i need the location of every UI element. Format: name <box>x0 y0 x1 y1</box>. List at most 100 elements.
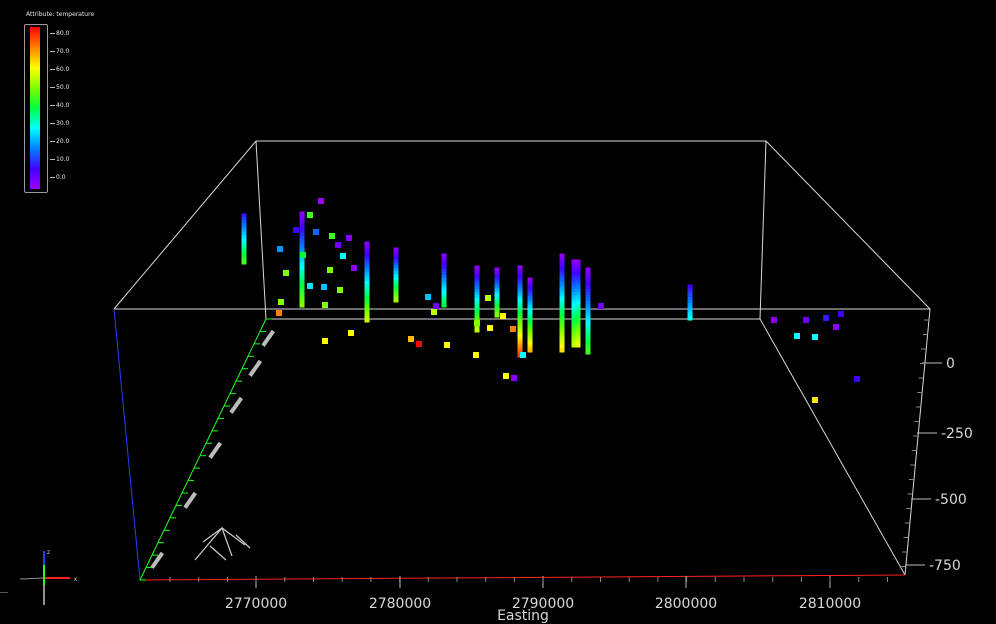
data-point <box>517 271 523 277</box>
data-point <box>364 299 370 305</box>
data-point <box>241 228 247 234</box>
data-point <box>571 259 577 265</box>
y-tick-label-glyph <box>183 491 198 509</box>
data-point <box>527 310 533 316</box>
data-point <box>575 309 581 315</box>
data-point <box>299 290 305 296</box>
data-point <box>241 247 247 253</box>
data-point <box>838 311 844 317</box>
z-tick-label: 0 <box>946 356 955 372</box>
data-point <box>571 295 577 301</box>
orientation-triad[interactable]: z x <box>18 545 88 613</box>
data-point <box>494 297 500 303</box>
bounding-box <box>113 140 931 581</box>
data-point <box>241 213 247 219</box>
data-point <box>575 271 581 277</box>
box-edge <box>759 140 767 320</box>
data-point <box>559 280 565 286</box>
data-point <box>348 330 354 336</box>
data-point <box>485 295 491 301</box>
data-point <box>575 327 581 333</box>
data-point <box>299 287 305 293</box>
data-point <box>527 335 533 341</box>
data-point <box>241 250 247 256</box>
legend-tick-label: 20.0 <box>56 138 70 145</box>
data-point <box>517 268 523 274</box>
data-point <box>585 310 591 316</box>
z-tick-label: -250 <box>941 426 973 442</box>
data-point <box>559 308 565 314</box>
data-point <box>559 344 565 350</box>
data-point <box>527 347 533 353</box>
box-edge <box>765 140 931 310</box>
data-point <box>527 314 533 320</box>
data-point <box>329 233 335 239</box>
legend-tick-mark <box>50 177 55 178</box>
data-point <box>585 343 591 349</box>
data-point <box>393 262 399 268</box>
data-point <box>299 263 305 269</box>
data-point <box>441 299 447 305</box>
data-point <box>299 235 305 241</box>
data-point <box>474 277 480 283</box>
data-point <box>441 281 447 287</box>
data-point <box>500 313 506 319</box>
data-point <box>527 292 533 298</box>
data-point <box>474 271 480 277</box>
data-point <box>299 284 305 290</box>
data-point <box>559 323 565 329</box>
data-point <box>585 291 591 297</box>
data-point <box>527 301 533 307</box>
data-point <box>571 342 577 348</box>
data-point <box>327 267 333 273</box>
data-point <box>559 338 565 344</box>
data-point <box>433 303 439 309</box>
data-point <box>474 286 480 292</box>
data-point <box>585 331 591 337</box>
legend-tick-label: 50.0 <box>56 84 70 91</box>
legend-tick-label: 10.0 <box>56 156 70 163</box>
data-point <box>517 307 523 313</box>
data-point <box>299 214 305 220</box>
data-point <box>300 252 306 258</box>
data-point <box>322 302 328 308</box>
data-point <box>571 268 577 274</box>
data-point <box>559 302 565 308</box>
data-point <box>575 295 581 301</box>
data-point <box>393 276 399 282</box>
data-point <box>517 277 523 283</box>
x-tick-label: 2790000 <box>512 596 574 612</box>
data-point <box>559 268 565 274</box>
data-point <box>571 280 577 286</box>
data-point <box>517 340 523 346</box>
data-point <box>299 226 305 232</box>
data-point <box>575 312 581 318</box>
data-point <box>364 281 370 287</box>
data-point <box>517 283 523 289</box>
data-point <box>559 262 565 268</box>
data-point <box>441 259 447 265</box>
legend-tick-mark <box>50 51 55 52</box>
data-point <box>441 287 447 293</box>
data-point <box>687 287 693 293</box>
data-point <box>771 317 777 323</box>
data-point <box>823 315 829 321</box>
data-point <box>299 269 305 275</box>
survey-rig-glyph <box>194 527 251 561</box>
data-point <box>241 225 247 231</box>
data-point <box>559 314 565 320</box>
data-point <box>571 330 577 336</box>
data-point <box>585 325 591 331</box>
triad-x-label: x <box>74 577 77 583</box>
data-point <box>474 315 480 321</box>
data-point <box>322 338 328 344</box>
data-point <box>364 244 370 250</box>
data-point <box>559 332 565 338</box>
data-point <box>299 266 305 272</box>
data-point <box>527 289 533 295</box>
legend-tick-label: 80.0 <box>56 30 70 37</box>
data-point <box>527 280 533 286</box>
data-point <box>444 342 450 348</box>
